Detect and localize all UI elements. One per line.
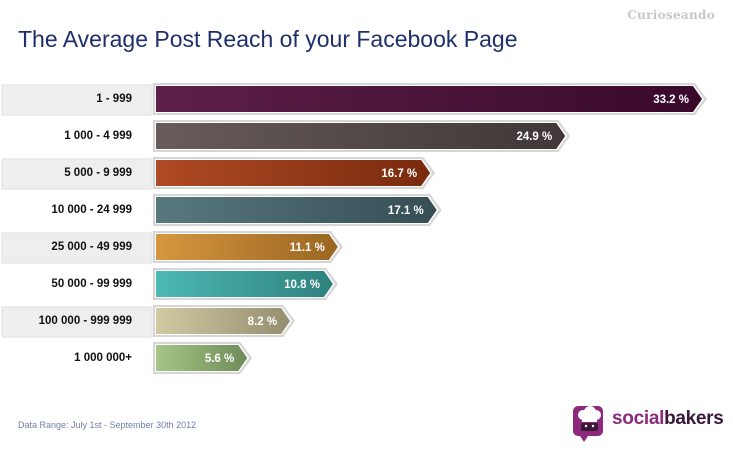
row-label-background — [1, 306, 153, 338]
row-label-background — [1, 84, 153, 116]
bar — [156, 86, 702, 112]
chart-row: 5 000 - 9 999 16.7 % — [1, 157, 436, 190]
category-label: 1 000 000+ — [74, 352, 132, 364]
socialbakers-wordmark: socialbakers — [612, 408, 724, 430]
row-label-background — [2, 344, 152, 374]
chart-row: 50 000 - 99 999 10.8 % — [2, 268, 338, 300]
category-label: 1 000 - 4 999 — [64, 130, 132, 142]
bar — [156, 308, 291, 334]
category-label: 5 000 - 9 999 — [64, 167, 132, 179]
chart-title: The Average Post Reach of your Facebook … — [18, 26, 518, 52]
category-label: 10 000 - 24 999 — [51, 204, 132, 216]
bar — [156, 271, 333, 297]
watermark: Curioseando — [627, 8, 715, 22]
category-label: 1 - 999 — [96, 93, 132, 105]
wordmark-part-social: social — [612, 408, 665, 429]
data-range-note: Data Range: July 1st - September 30th 20… — [18, 420, 197, 430]
value-label: 33.2 % — [653, 94, 689, 106]
wordmark-part-bakers: bakers — [664, 408, 724, 429]
chart-row: 25 000 - 49 999 11.1 % — [1, 231, 343, 264]
socialbakers-chef-logo-icon — [573, 406, 603, 442]
value-label: 8.2 % — [248, 316, 277, 328]
bar — [156, 123, 566, 149]
value-label: 5.6 % — [205, 353, 234, 365]
row-label-background — [2, 270, 152, 300]
category-label: 25 000 - 49 999 — [51, 241, 132, 253]
socialbakers-brand: socialbakers — [572, 402, 724, 442]
category-label: 50 000 - 99 999 — [51, 278, 132, 290]
row-label-background — [1, 232, 153, 264]
value-label: 10.8 % — [284, 279, 320, 291]
bar — [156, 234, 338, 260]
row-label-background — [2, 196, 152, 226]
chart-row: 10 000 - 24 999 17.1 % — [2, 194, 442, 226]
bar — [156, 160, 431, 186]
chart-row: 1 000 000+ 5.6 % — [2, 342, 253, 374]
value-label: 17.1 % — [388, 205, 424, 217]
value-label: 24.9 % — [516, 131, 552, 143]
row-label-background — [2, 122, 152, 152]
category-label: 100 000 - 999 999 — [39, 315, 132, 327]
chart-row: 1 - 999 33.2 % — [1, 83, 707, 116]
bar — [156, 345, 248, 371]
value-label: 16.7 % — [381, 168, 417, 180]
chart-row: 100 000 - 999 999 8.2 % — [1, 305, 296, 338]
bar-chart: 1 - 999 33.2 % 1 000 - 4 999 24.9 % 5 000 - … — [1, 83, 707, 374]
bar — [156, 197, 437, 223]
chart-row: 1 000 - 4 999 24.9 % — [2, 120, 571, 152]
row-label-background — [1, 158, 153, 190]
value-label: 11.1 % — [290, 242, 325, 254]
